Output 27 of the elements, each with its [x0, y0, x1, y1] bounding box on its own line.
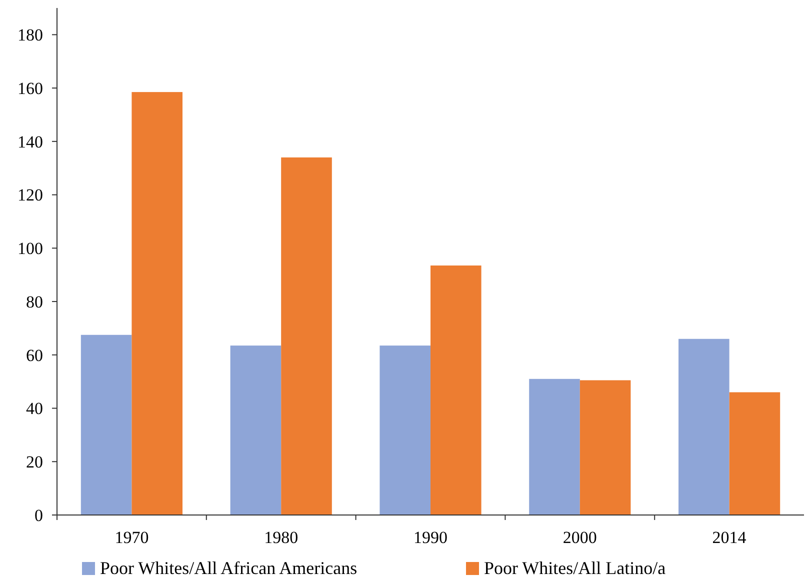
y-tick-label: 160: [18, 79, 43, 98]
bar: [678, 338, 730, 515]
bar: [430, 266, 482, 515]
bar: [80, 334, 132, 515]
y-tick-label: 140: [18, 132, 43, 152]
x-tick-label: 1990: [414, 528, 448, 547]
bar: [132, 92, 182, 515]
y-tick-label: 20: [26, 452, 43, 472]
bar: [529, 378, 580, 515]
x-tick-label: 1970: [114, 528, 149, 547]
legend-label: Poor Whites/All Latino/a: [484, 558, 666, 578]
y-tick-label: 0: [34, 506, 43, 525]
x-tick-label: 2014: [712, 528, 747, 547]
bar: [230, 346, 282, 515]
legend-label: Poor Whites/All African Americans: [100, 558, 358, 578]
y-tick-label: 120: [18, 186, 43, 205]
y-tick-label: 80: [26, 292, 43, 312]
x-tick-label: 2000: [562, 528, 597, 547]
bar: [729, 392, 780, 515]
y-tick-label: 180: [18, 26, 43, 45]
y-tick-label: 40: [26, 399, 43, 418]
bar: [281, 157, 332, 515]
bar: [580, 380, 631, 515]
x-tick-label: 1980: [264, 528, 298, 547]
y-tick-label: 100: [18, 239, 43, 258]
bar: [380, 346, 430, 515]
y-tick-label: 60: [26, 346, 43, 365]
